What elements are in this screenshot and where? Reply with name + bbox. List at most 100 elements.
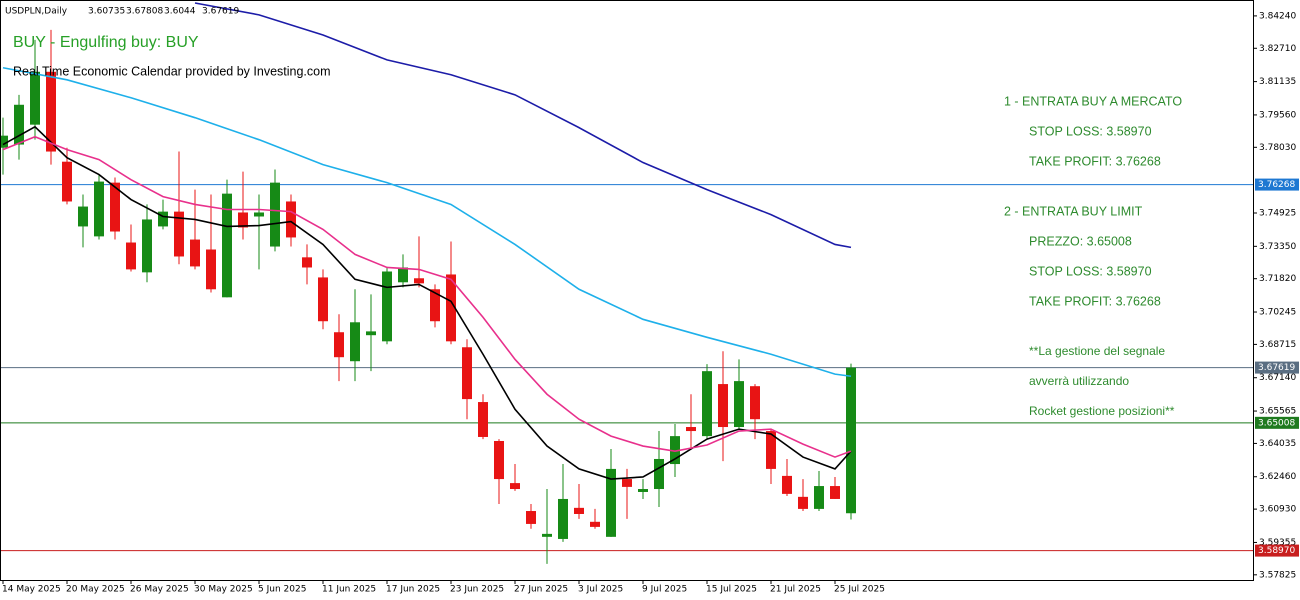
ma-line [194,2,852,249]
candle-body [702,371,712,437]
x-tick-label: 21 Jul 2025 [770,585,821,595]
y-tick-label: 3.81135 [1259,77,1296,87]
candle-body [542,533,552,537]
note: avverrà utilizzando [1029,374,1129,388]
candle-body [510,483,520,490]
candle-body [366,331,376,336]
note: TAKE PROFIT: 3.76268 [1029,294,1161,308]
candle-body [190,239,200,267]
candle-body [654,458,664,490]
x-tick-label: 15 Jul 2025 [706,585,757,595]
candle-body [14,104,24,145]
candle-body [430,289,440,322]
candle-body [414,278,424,284]
signal: BUY - Engulfing buy: BUY [13,34,199,51]
symbol: USDPLN,Daily [5,7,68,17]
ma-line [2,66,852,378]
candle-body [478,402,488,437]
ohlc-high: 3.67808 [126,7,163,17]
y-tick-label: 3.74925 [1259,209,1296,219]
candle-body [318,277,328,322]
candle-body [206,249,216,290]
candle-body [270,182,280,247]
level-box [1255,361,1299,374]
level-label: 3.58970 [1258,546,1295,556]
candle-body [94,181,104,237]
note: **La gestione del segnale [1029,344,1165,358]
level-box [1255,416,1299,429]
note: STOP LOSS: 3.58970 [1029,124,1152,138]
candle-body [574,507,584,514]
y-tick-label: 3.62460 [1259,472,1296,482]
y-tick-label: 3.84240 [1259,11,1296,21]
candle-body [238,212,248,228]
candle-body [606,468,616,537]
candle-body [718,384,728,428]
ohlc-low: 3.6044 [164,7,196,17]
y-tick-label: 3.65565 [1259,407,1296,417]
candle-body [254,212,264,217]
candle-body [590,521,600,527]
x-tick-label: 30 May 2025 [194,585,253,595]
candle-body [126,242,136,270]
plot-marks [1,2,1253,564]
y-tick-label: 3.68715 [1259,340,1296,350]
candle-body [830,486,840,499]
y-tick-label: 3.73350 [1259,242,1296,252]
candle-body [222,193,232,298]
y-tick-label: 3.60930 [1259,505,1296,515]
ohlc-open: 3.60735 [88,7,125,17]
x-tick-label: 17 Jun 2025 [386,585,440,595]
candle-body [174,211,184,257]
x-tick-label: 5 Jun 2025 [258,585,306,595]
level-label: 3.65008 [1258,418,1295,428]
candle-body [766,431,776,469]
candle-body [686,427,696,432]
y-tick-label: 3.70245 [1259,308,1296,318]
y-tick-label: 3.59355 [1259,538,1296,548]
note: 2 - ENTRATA BUY LIMIT [1004,204,1143,218]
candle-body [558,498,568,539]
candle-body [286,201,296,238]
candle-body [622,479,632,487]
ma-line [2,125,852,480]
candle-body [62,161,72,202]
y-tick-label: 3.67140 [1259,373,1296,383]
candle-body [798,496,808,509]
candle-body [142,219,152,273]
x-tick-label: 23 Jun 2025 [450,585,504,595]
x-tick-label: 9 Jul 2025 [642,585,687,595]
level-box [1255,544,1299,557]
candle-body [1,135,8,148]
y-tick-label: 3.82710 [1259,44,1296,54]
candle-body [846,367,856,514]
y-tick-label: 3.78030 [1259,143,1296,153]
candle-body [750,386,760,420]
candle-body [110,182,120,232]
candle-body [78,206,88,227]
x-tick-label: 20 May 2025 [66,585,125,595]
x-tick-label: 14 May 2025 [2,585,61,595]
ma-line [2,135,852,458]
y-tick-label: 3.57825 [1259,570,1296,580]
x-tick-label: 11 Jun 2025 [322,585,376,595]
x-tick-label: 3 Jul 2025 [578,585,623,595]
candle-body [782,475,792,494]
ohlc-close: 3.67619 [202,7,239,17]
candle-body [398,267,408,283]
candle-body [350,322,360,362]
note: TAKE PROFIT: 3.76268 [1029,154,1161,168]
note: PREZZO: 3.65008 [1029,234,1132,248]
candle-body [158,211,168,227]
note: 1 - ENTRATA BUY A MERCATO [1004,94,1182,108]
candle-body [494,440,504,480]
candle-body [46,71,56,152]
y-tick-label: 3.71820 [1259,274,1296,284]
y-tick-label: 3.64035 [1259,439,1296,449]
candle-body [334,332,344,358]
candle-body [446,274,456,342]
candle-body [814,486,824,509]
candle-body [382,271,392,342]
level-label: 3.67619 [1258,363,1295,373]
